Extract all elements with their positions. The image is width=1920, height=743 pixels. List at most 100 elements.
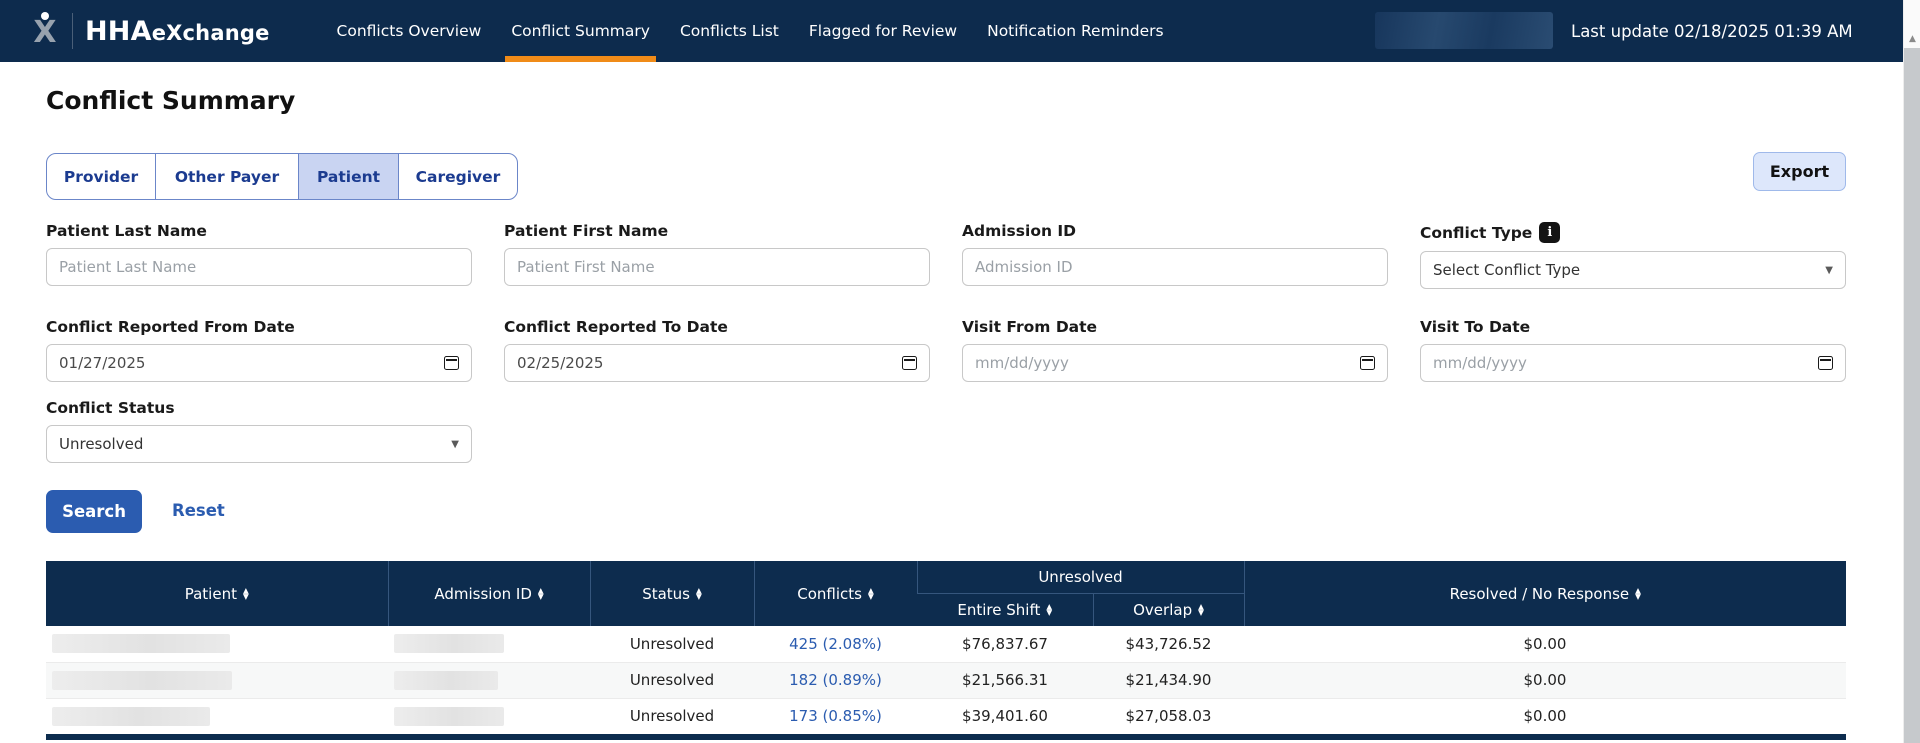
sort-icon: ▲ ▼	[1046, 601, 1053, 617]
status-cell: Unresolved	[590, 662, 754, 699]
field-admission-id: Admission ID	[962, 222, 1388, 286]
hhaexchange-person-icon: X	[28, 11, 62, 51]
calendar-icon[interactable]	[1360, 356, 1375, 370]
field-conflict-type: Conflict Type i Select Conflict Type ▼	[1420, 222, 1846, 289]
brand-logo[interactable]: X HHAeXchange	[0, 0, 270, 62]
col-group-header-unresolved: Unresolved	[916, 561, 1244, 593]
table-row: Unresolved 182 (0.89%) $21,566.31 $21,43…	[46, 662, 1846, 699]
tab-patient[interactable]: Patient	[298, 154, 398, 199]
table-footer-strip	[46, 734, 1846, 740]
field-patient-first-name: Patient First Name	[504, 222, 930, 286]
redacted-admission-id	[394, 634, 504, 654]
field-conflict-reported-to: Conflict Reported To Date	[504, 318, 930, 382]
entire-shift-cell: $21,566.31	[917, 662, 1093, 699]
conflict-reported-from-input[interactable]	[59, 354, 445, 372]
nav-item-conflicts-list[interactable]: Conflicts List	[679, 22, 779, 40]
nav-item-notification-reminders[interactable]: Notification Reminders	[987, 22, 1164, 40]
overlap-cell: $27,058.03	[1093, 698, 1244, 735]
col-header-overlap[interactable]: Overlap ▲ ▼	[1092, 592, 1244, 626]
calendar-icon[interactable]	[902, 356, 917, 370]
patient-first-name-input[interactable]	[517, 258, 917, 276]
conflicts-count-link[interactable]: 173 (0.85%)	[789, 707, 882, 725]
redacted-account-name	[1375, 12, 1553, 49]
tab-caregiver[interactable]: Caregiver	[398, 154, 517, 199]
brand-wordmark: HHAeXchange	[85, 15, 270, 47]
nav-item-conflict-summary[interactable]: Conflict Summary	[496, 0, 665, 62]
admission-id-input[interactable]	[975, 258, 1375, 276]
visit-to-label: Visit To Date	[1420, 318, 1531, 336]
patient-last-name-label: Patient Last Name	[46, 222, 207, 240]
page-title: Conflict Summary	[46, 86, 296, 115]
conflict-type-select[interactable]: Select Conflict Type ▼	[1420, 251, 1846, 289]
nav-item-flagged-for-review[interactable]: Flagged for Review	[808, 22, 958, 40]
status-cell: Unresolved	[590, 698, 754, 735]
overlap-cell: $21,434.90	[1093, 662, 1244, 699]
field-visit-to: Visit To Date	[1420, 318, 1846, 382]
col-header-patient[interactable]: Patient ▲ ▼	[46, 561, 388, 626]
patient-first-name-label: Patient First Name	[504, 222, 669, 240]
sort-icon: ▲ ▼	[867, 585, 874, 601]
conflict-reported-to-label: Conflict Reported To Date	[504, 318, 728, 336]
top-navbar: X HHAeXchange Conflicts Overview Conflic…	[0, 0, 1903, 62]
redacted-admission-id	[394, 706, 504, 726]
sort-icon: ▲ ▼	[242, 585, 249, 601]
overlap-cell: $43,726.52	[1093, 626, 1244, 663]
scroll-up-icon[interactable]: ▲	[1909, 34, 1916, 44]
brand-divider	[72, 13, 73, 49]
table-row: Unresolved 173 (0.85%) $39,401.60 $27,05…	[46, 698, 1846, 735]
redacted-admission-id	[394, 670, 498, 690]
table-row: Unresolved 425 (2.08%) $76,837.67 $43,72…	[46, 626, 1846, 663]
col-header-resolved-no-response[interactable]: Resolved / No Response ▲ ▼	[1243, 561, 1846, 626]
status-cell: Unresolved	[590, 626, 754, 663]
redacted-patient-name	[52, 634, 230, 654]
export-button[interactable]: Export	[1753, 152, 1846, 191]
conflict-type-label: Conflict Type	[1420, 223, 1533, 242]
caret-down-icon: ▼	[1825, 264, 1833, 276]
conflict-type-selected-value: Select Conflict Type	[1433, 261, 1581, 279]
conflict-reported-to-input[interactable]	[517, 354, 903, 372]
vertical-scrollbar[interactable]: ▲	[1903, 0, 1920, 743]
entity-tab-group: Provider Other Payer Patient Caregiver	[46, 153, 518, 200]
field-patient-last-name: Patient Last Name	[46, 222, 472, 286]
scrollbar-thumb[interactable]	[1904, 48, 1920, 743]
entire-shift-cell: $76,837.67	[917, 626, 1093, 663]
reset-link[interactable]: Reset	[172, 501, 225, 520]
resolved-cell: $0.00	[1244, 698, 1846, 735]
visit-from-label: Visit From Date	[962, 318, 1098, 336]
conflicts-count-link[interactable]: 425 (2.08%)	[789, 634, 882, 653]
visit-to-input[interactable]	[1433, 354, 1819, 372]
conflict-reported-from-label: Conflict Reported From Date	[46, 318, 295, 336]
col-header-status[interactable]: Status ▲ ▼	[589, 561, 754, 626]
search-button[interactable]: Search	[46, 490, 142, 533]
visit-from-input[interactable]	[975, 354, 1361, 372]
sort-icon: ▲ ▼	[1635, 585, 1641, 601]
tab-provider[interactable]: Provider	[63, 167, 139, 186]
field-conflict-reported-from: Conflict Reported From Date	[46, 318, 472, 382]
col-header-admission-id[interactable]: Admission ID ▲ ▼	[387, 561, 590, 626]
caret-down-icon: ▼	[451, 438, 459, 450]
resolved-cell: $0.00	[1244, 662, 1846, 699]
sort-icon: ▲ ▼	[696, 585, 702, 601]
conflict-summary-table: Patient ▲ ▼ Admission ID ▲ ▼ Status ▲ ▼ Con…	[46, 561, 1846, 735]
col-header-entire-shift[interactable]: Entire Shift ▲ ▼	[917, 592, 1093, 626]
conflict-status-selected-value: Unresolved	[59, 435, 144, 453]
conflicts-count-link[interactable]: 182 (0.89%)	[789, 671, 882, 689]
entire-shift-cell: $39,401.60	[917, 698, 1093, 735]
redacted-patient-name	[52, 670, 232, 690]
conflict-status-select[interactable]: Unresolved ▼	[46, 425, 472, 463]
calendar-icon[interactable]	[444, 356, 459, 370]
nav-item-conflicts-overview[interactable]: Conflicts Overview	[336, 22, 482, 40]
resolved-cell: $0.00	[1244, 626, 1846, 663]
tab-other-payer[interactable]: Other Payer	[155, 154, 298, 199]
field-conflict-status: Conflict Status Unresolved ▼	[46, 399, 472, 463]
conflict-status-label: Conflict Status	[46, 399, 175, 417]
patient-last-name-input[interactable]	[59, 258, 459, 276]
field-visit-from: Visit From Date	[962, 318, 1388, 382]
col-header-conflicts[interactable]: Conflicts ▲ ▼	[753, 561, 917, 626]
nav-items: Conflicts Overview Conflict Summary Conf…	[322, 0, 1179, 62]
sort-icon: ▲ ▼	[1198, 601, 1204, 617]
info-icon[interactable]: i	[1539, 222, 1561, 243]
calendar-icon[interactable]	[1818, 356, 1833, 370]
admission-id-label: Admission ID	[962, 222, 1077, 240]
